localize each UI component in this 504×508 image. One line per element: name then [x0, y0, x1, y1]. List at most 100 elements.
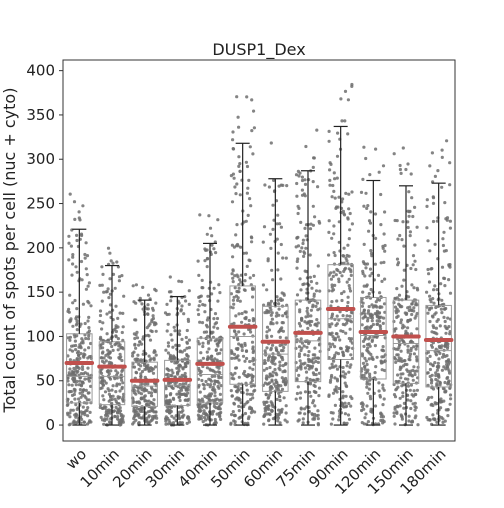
data-point [246, 373, 250, 377]
data-point [137, 367, 141, 371]
data-point [235, 95, 239, 99]
data-point [271, 343, 275, 347]
data-point [164, 395, 168, 399]
data-point [285, 420, 289, 424]
data-point [105, 332, 109, 336]
data-point [335, 379, 340, 383]
data-point [427, 272, 431, 276]
data-point [276, 298, 280, 302]
data-point [303, 251, 307, 255]
data-point [101, 321, 105, 325]
data-point [269, 313, 273, 317]
data-point [347, 192, 351, 196]
data-point [140, 409, 144, 413]
data-point [265, 377, 269, 381]
data-point [247, 178, 251, 182]
data-point [244, 219, 248, 223]
data-point [362, 308, 366, 312]
data-point [337, 418, 341, 422]
data-point [238, 193, 242, 197]
data-point [265, 346, 269, 350]
data-point [439, 400, 443, 404]
data-point [437, 375, 441, 379]
data-point [327, 253, 331, 257]
data-point [297, 418, 301, 422]
data-point [332, 337, 336, 341]
data-point [234, 397, 238, 401]
data-point [82, 410, 86, 415]
data-point [341, 350, 345, 354]
data-point [297, 352, 302, 356]
data-point [315, 377, 319, 381]
data-point [108, 377, 113, 381]
data-point [89, 304, 93, 308]
data-point [349, 310, 353, 314]
data-point [214, 348, 218, 352]
plot-frame [62, 59, 456, 442]
data-point [360, 297, 364, 301]
data-point [133, 336, 137, 341]
data-point [265, 367, 269, 371]
data-point [265, 400, 269, 404]
data-point [343, 89, 348, 93]
data-point [213, 312, 218, 316]
data-point [263, 183, 267, 187]
data-point [74, 265, 78, 269]
data-point [368, 274, 372, 278]
data-point [252, 109, 256, 113]
data-point [198, 390, 202, 394]
data-point [345, 280, 349, 284]
data-point [271, 203, 275, 207]
data-point [431, 201, 436, 205]
data-point [442, 249, 446, 253]
data-point [398, 167, 402, 172]
data-point [248, 392, 252, 396]
data-point [427, 418, 432, 422]
data-point [311, 180, 315, 184]
data-point [347, 267, 351, 271]
data-point [111, 384, 115, 388]
data-point [87, 346, 91, 350]
data-point [408, 234, 412, 238]
data-point [332, 189, 336, 193]
data-point [80, 365, 85, 369]
data-point [169, 373, 173, 378]
data-point [299, 337, 303, 341]
data-point [237, 312, 241, 316]
data-point [370, 254, 374, 258]
data-point [252, 389, 256, 393]
data-point [167, 402, 171, 406]
data-point [137, 421, 141, 425]
data-point [265, 330, 269, 334]
data-point [344, 331, 348, 335]
data-point [244, 251, 248, 255]
data-point [281, 358, 285, 362]
data-point [262, 368, 266, 372]
data-point [270, 268, 274, 272]
data-point [79, 351, 83, 356]
data-point [316, 417, 320, 421]
data-point [73, 298, 77, 303]
data-point [294, 173, 299, 177]
data-point [217, 386, 221, 390]
data-point [151, 409, 155, 413]
data-point [98, 405, 102, 410]
data-point [396, 314, 400, 318]
data-point [205, 232, 209, 236]
data-point [199, 336, 203, 340]
data-point [232, 329, 237, 333]
data-point [110, 388, 114, 392]
data-point [99, 415, 103, 419]
data-point [410, 374, 415, 378]
data-point [236, 388, 240, 392]
data-point [198, 299, 202, 303]
data-point [348, 211, 352, 216]
data-point [347, 207, 351, 211]
data-point [332, 365, 336, 369]
data-point [207, 214, 211, 218]
data-point [120, 378, 124, 382]
data-point [311, 204, 315, 208]
data-point [272, 178, 276, 182]
data-point [70, 372, 74, 376]
data-point [86, 422, 90, 426]
